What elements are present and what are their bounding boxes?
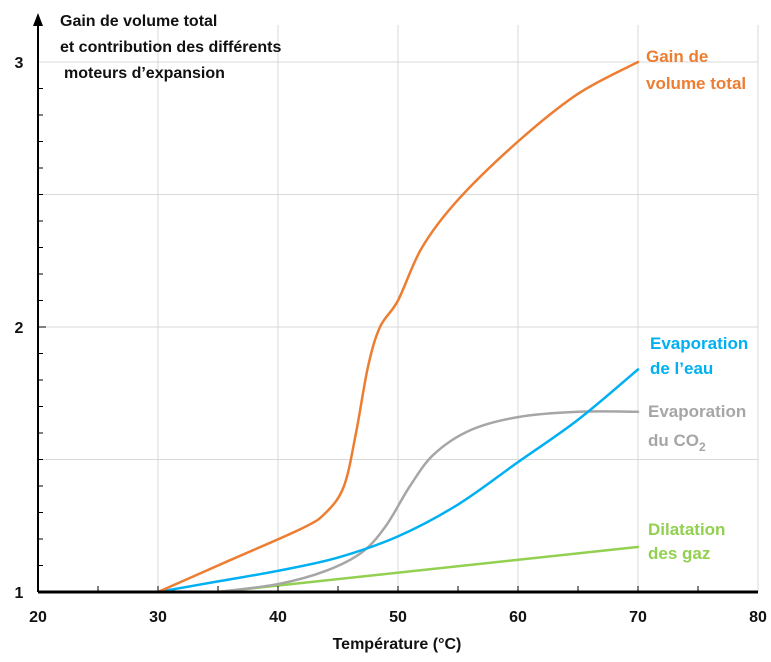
- series-line-total: [156, 60, 640, 594]
- series-label-total-line-2: volume total: [646, 74, 746, 93]
- x-tick-label: 30: [149, 609, 167, 626]
- x-axis-label: Température (°C): [333, 636, 462, 653]
- chart-title-line-1: Gain de volume total: [60, 13, 217, 30]
- x-tick-label: 60: [509, 609, 527, 626]
- series-line-co2: [216, 410, 640, 594]
- x-tick-label: 80: [749, 609, 767, 626]
- x-tick-label: 70: [629, 609, 647, 626]
- series-label-co2-text: du CO: [648, 431, 699, 450]
- series-line-dilatation: [216, 545, 640, 594]
- chart-title-line-2: et contribution des différents: [60, 39, 281, 56]
- y-tick-label: 3: [15, 55, 24, 72]
- x-tick-label: 20: [29, 609, 47, 626]
- series-label-eau-line-2: de l’eau: [650, 359, 713, 378]
- y-tick-label: 2: [15, 320, 24, 337]
- series-label-dilatation-line-2: des gaz: [648, 544, 710, 563]
- x-tick-label: 50: [389, 609, 407, 626]
- series-label-total-line-1: Gain de: [646, 47, 708, 66]
- series-line-eau: [156, 368, 640, 594]
- chart-title-line-3: moteurs d’expansion: [64, 65, 225, 82]
- series-label-dilatation-line-1: Dilatation: [648, 520, 725, 539]
- series-label-eau-line-1: Evaporation: [650, 334, 748, 353]
- tick-labels: 20 30 40 50 60 70 80 1 2 3: [15, 55, 767, 626]
- ticks: [38, 88, 699, 592]
- y-axis-arrow: [33, 13, 43, 26]
- x-tick-label: 40: [269, 609, 287, 626]
- y-tick-label: 1: [15, 585, 24, 602]
- series-label-co2-line-1: Evaporation: [648, 402, 746, 421]
- series-label-co2-line-2: du CO2: [648, 431, 706, 454]
- series-label-co2-subscript: 2: [699, 440, 706, 454]
- series-lines: [156, 60, 640, 594]
